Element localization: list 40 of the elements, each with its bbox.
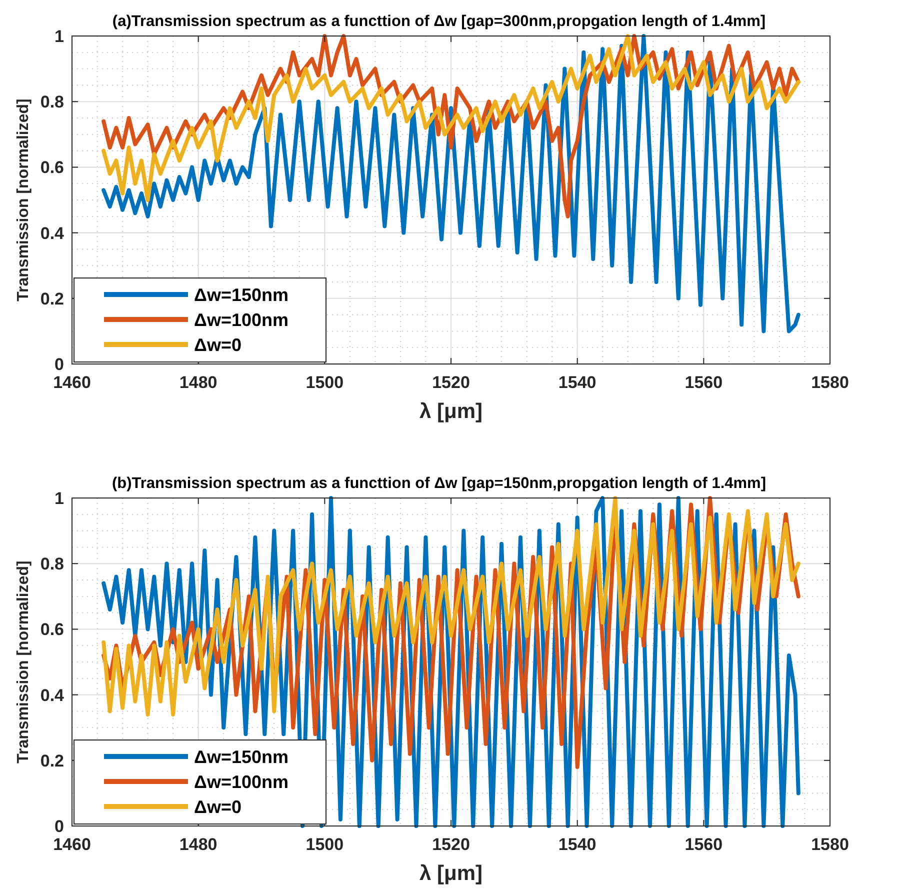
x-tick-label: 1520 [432,373,470,392]
y-axis-title: Transmission [normalized] [15,560,32,764]
y-tick-label: 0.6 [40,158,64,178]
x-tick-label: 1540 [558,835,596,854]
legend-label: Δw=150nm [194,285,288,305]
y-tick-label: 0.2 [40,751,64,770]
x-tick-label: 1480 [179,373,218,392]
y-tick-label: 0.8 [40,554,64,574]
x-tick-label: 1520 [432,835,470,854]
x-tick-label: 1580 [811,373,849,392]
y-tick-label: 1 [54,27,64,46]
y-tick-label: 0.2 [40,289,64,308]
line-series [102,496,800,716]
x-tick-label: 1480 [179,835,218,854]
legend-label: Δw=100nm [194,772,288,792]
y-tick-label: 1 [54,489,64,508]
x-axis-title: λ [μm] [419,862,483,885]
y-tick-label: 0.4 [40,224,65,243]
x-axis-title: λ [μm] [419,400,483,423]
x-tick-label: 1560 [684,373,723,392]
y-tick-label: 0.4 [40,686,65,705]
x-tick-label: 1560 [684,835,723,854]
x-tick-label: 1580 [811,835,849,854]
chart-title: (b)Transmission spectrum as a functtion of Δw [gap=150nm,propgation length of 1.4mm] [112,475,766,492]
x-tick-label: 1540 [558,373,596,392]
y-tick-label: 0.6 [40,620,64,640]
y-axis-title: Transmission [normalized] [15,98,32,302]
legend-label: Δw=100nm [194,310,288,330]
x-tick-label: 1460 [53,373,91,392]
y-tick-label: 0 [54,817,64,836]
line-series [102,34,800,334]
y-tick-label: 0 [54,355,64,374]
y-tick-label: 0.8 [40,92,64,112]
legend-label: Δw=0 [194,797,242,817]
x-tick-label: 1500 [306,373,344,392]
chart-title: (a)Transmission spectrum as a functtion of Δw [gap=300nm,propgation length of 1.4mm] [112,13,766,30]
x-tick-label: 1500 [306,835,344,854]
legend-label: Δw=150nm [194,747,288,767]
x-tick-label: 1460 [53,835,91,854]
legend-label: Δw=0 [194,335,242,355]
